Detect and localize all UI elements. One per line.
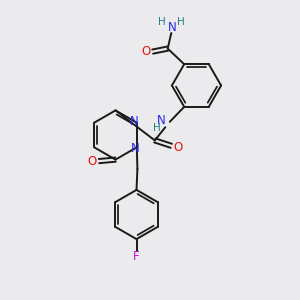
Text: N: N xyxy=(131,142,140,155)
Text: N: N xyxy=(157,114,166,127)
Text: H: H xyxy=(153,123,161,133)
Text: O: O xyxy=(142,45,151,58)
Text: N: N xyxy=(167,21,176,34)
Text: N: N xyxy=(129,115,138,128)
Text: O: O xyxy=(173,141,182,154)
Text: F: F xyxy=(133,250,140,263)
Text: H: H xyxy=(177,17,185,28)
Text: O: O xyxy=(88,154,97,168)
Text: H: H xyxy=(158,17,166,28)
